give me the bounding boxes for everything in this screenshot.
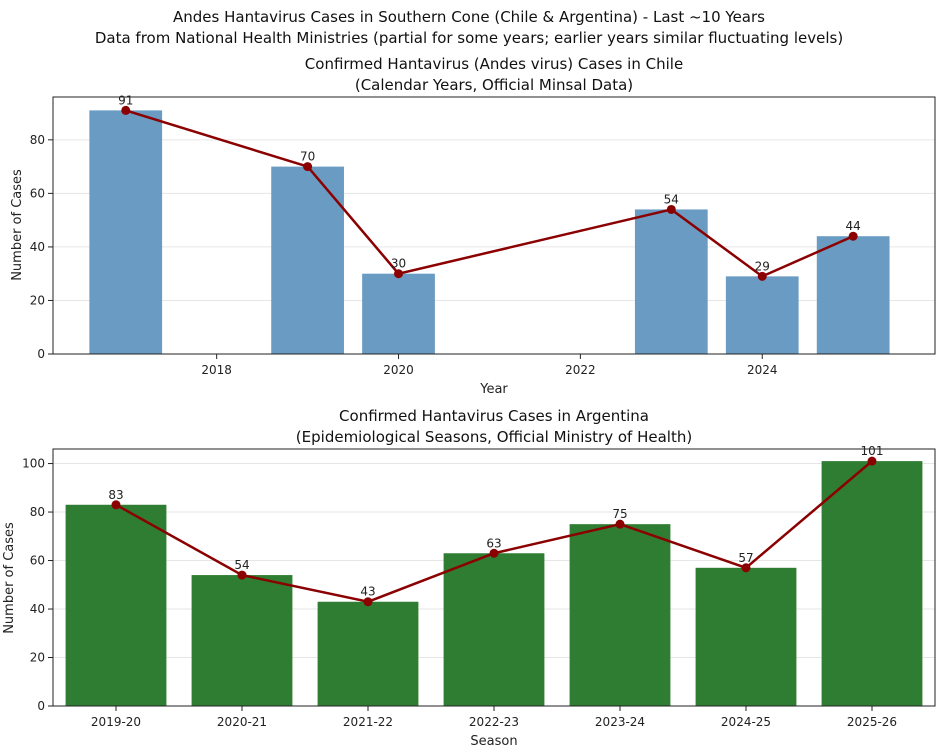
- chile-y-tick-label: 0: [37, 347, 45, 361]
- argentina-y-tick-label: 40: [30, 602, 45, 616]
- argentina-y-tick-label: 20: [30, 651, 45, 665]
- argentina-bar: [317, 601, 419, 706]
- argentina-data-label: 101: [861, 444, 884, 458]
- chile-bar: [725, 276, 799, 354]
- figure-title-line2: Data from National Health Ministries (pa…: [95, 29, 843, 47]
- chile-x-tick-label: 2018: [201, 363, 232, 377]
- argentina-y-tick-label: 0: [37, 699, 45, 713]
- chile-data-label: 54: [664, 192, 679, 206]
- argentina-bar: [569, 524, 671, 706]
- argentina-data-label: 83: [108, 488, 123, 502]
- chile-x-tick-label: 2024: [747, 363, 778, 377]
- argentina-chart: Confirmed Hantavirus Cases in Argentina …: [2, 407, 936, 749]
- chile-bar: [362, 273, 435, 354]
- argentina-bar: [695, 567, 797, 706]
- argentina-x-axis-label: Season: [470, 734, 517, 749]
- argentina-x-tick-label: 2021-22: [343, 715, 393, 729]
- chile-chart: Confirmed Hantavirus (Andes virus) Cases…: [10, 55, 936, 397]
- argentina-chart-title-line1: Confirmed Hantavirus Cases in Argentina: [339, 407, 649, 425]
- argentina-x-tick-label: 2020-21: [217, 715, 267, 729]
- argentina-plot-frame: [52, 448, 936, 707]
- chile-y-axis-label: Number of Cases: [10, 169, 25, 281]
- chile-bars: [89, 110, 890, 355]
- chile-point: [394, 269, 404, 279]
- argentina-bars: [65, 461, 923, 706]
- argentina-x-tick-label: 2025-26: [847, 715, 897, 729]
- chile-x-axis-label: Year: [479, 382, 508, 397]
- argentina-point: [489, 548, 499, 558]
- argentina-data-label: 63: [486, 536, 501, 550]
- chile-x-tick-label: 2022: [565, 363, 596, 377]
- chile-data-label: 30: [391, 257, 406, 271]
- argentina-x-tick-label: 2023-24: [595, 715, 645, 729]
- chile-trend-line: [121, 105, 858, 281]
- chile-point: [666, 204, 676, 214]
- chile-y-tick-label: 40: [30, 240, 45, 254]
- argentina-x-tick-label: 2022-23: [469, 715, 519, 729]
- chile-bar: [634, 209, 708, 354]
- chile-x-tick-label: 2020: [383, 363, 414, 377]
- argentina-point: [111, 500, 121, 510]
- chile-chart-title-line2: (Calendar Years, Official Minsal Data): [355, 76, 633, 94]
- chile-point: [848, 231, 858, 241]
- chile-point: [757, 271, 767, 281]
- argentina-data-labels: 83 54 43 63 75 57 101: [108, 444, 883, 599]
- argentina-data-label: 57: [738, 551, 753, 565]
- argentina-bar: [191, 575, 293, 706]
- argentina-bar: [443, 553, 545, 706]
- argentina-point: [867, 456, 877, 466]
- argentina-trend-line: [111, 456, 877, 607]
- argentina-axes: 0 20 40 60 80 100 2019-20 2020-21 2021-22 2022-23…: [22, 448, 936, 729]
- chile-bar: [816, 236, 890, 354]
- figure-title-line1: Andes Hantavirus Cases in Southern Cone …: [173, 8, 765, 26]
- argentina-point: [615, 519, 625, 529]
- argentina-y-tick-label: 60: [30, 554, 45, 568]
- chile-plot-frame: [52, 96, 936, 355]
- argentina-chart-title-line2: (Epidemiological Seasons, Official Minis…: [296, 428, 692, 446]
- argentina-point: [363, 597, 373, 607]
- argentina-bar: [821, 461, 923, 706]
- chile-y-tick-label: 60: [30, 186, 45, 200]
- chile-data-label: 29: [755, 259, 770, 273]
- chile-bar: [271, 166, 344, 354]
- argentina-point: [741, 563, 751, 573]
- chile-trend-polyline: [125, 109, 854, 278]
- chile-point: [121, 105, 131, 115]
- chile-y-tick-label: 80: [30, 133, 45, 147]
- chile-bar: [89, 110, 163, 355]
- chile-data-label: 70: [300, 150, 315, 164]
- argentina-point: [237, 570, 247, 580]
- chile-data-labels: 91 70 30 54 29 44: [118, 93, 861, 273]
- argentina-y-axis-label: Number of Cases: [2, 522, 17, 634]
- chile-gridlines: [53, 139, 935, 355]
- argentina-y-tick-label: 100: [22, 457, 45, 471]
- argentina-data-label: 75: [612, 507, 627, 521]
- chile-y-tick-label: 20: [30, 293, 45, 307]
- argentina-x-tick-label: 2019-20: [91, 715, 141, 729]
- argentina-data-label: 54: [234, 558, 249, 572]
- chile-axes: 0 20 40 60 80 2018 2020 2022 2024: [30, 96, 936, 377]
- chile-chart-title-line1: Confirmed Hantavirus (Andes virus) Cases…: [305, 55, 683, 73]
- argentina-bar: [65, 504, 167, 706]
- argentina-y-tick-label: 80: [30, 505, 45, 519]
- chile-data-label: 91: [118, 93, 133, 107]
- argentina-data-label: 43: [360, 585, 375, 599]
- chile-data-label: 44: [846, 219, 861, 233]
- argentina-x-tick-label: 2024-25: [721, 715, 771, 729]
- chile-point: [303, 162, 313, 172]
